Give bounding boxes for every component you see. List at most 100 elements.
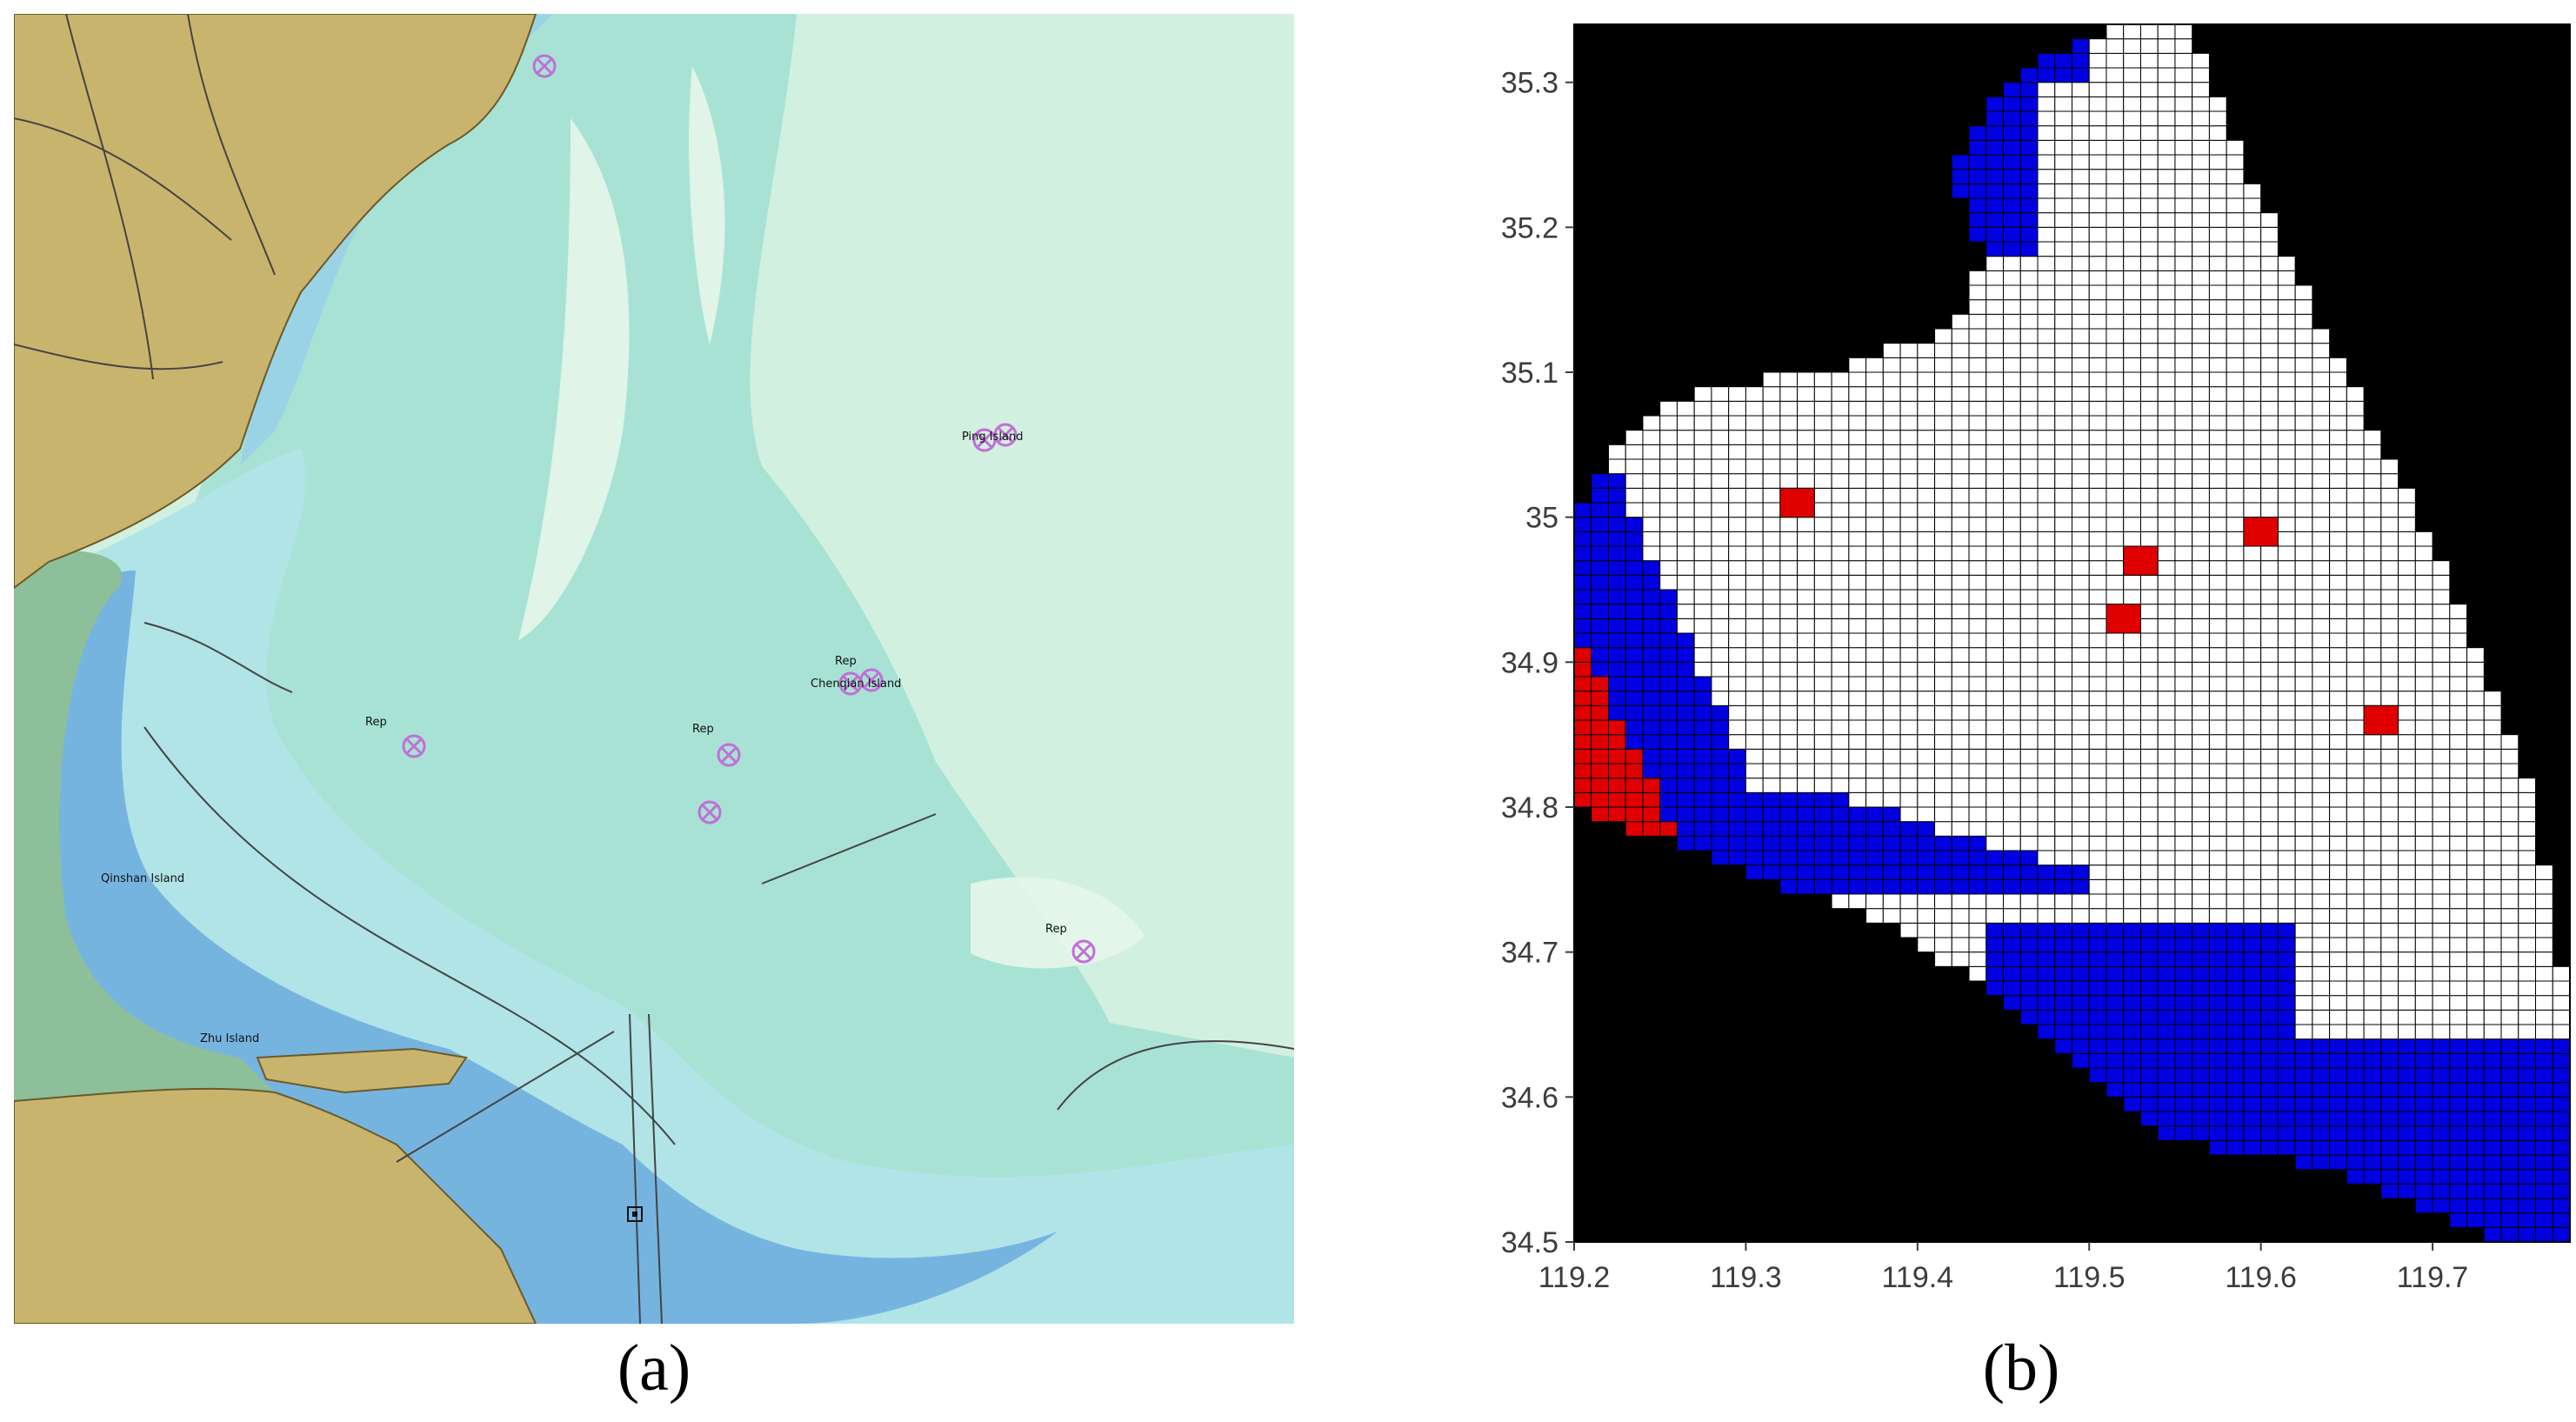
grid-cell (1779, 661, 1799, 678)
grid-cell (2088, 154, 2107, 170)
grid-cell (2294, 589, 2313, 605)
grid-cell (2088, 313, 2107, 330)
grid-cell (1951, 604, 1970, 619)
grid-cell (2139, 791, 2159, 808)
grid-cell (1625, 444, 1644, 460)
grid-cell (2088, 430, 2107, 445)
grid-cell (1779, 531, 1799, 547)
grid-cell (2139, 430, 2159, 445)
grid-cell (2139, 256, 2159, 271)
grid-cell (1813, 589, 1832, 605)
grid-cell (2106, 386, 2125, 402)
grid-cell (1779, 415, 1799, 431)
grid-cell (1813, 560, 1832, 576)
grid-cell (1865, 791, 1884, 808)
grid-cell (2054, 878, 2072, 895)
grid-cell (2466, 734, 2485, 750)
grid-cell (1797, 691, 1815, 706)
grid-cell (2054, 183, 2072, 199)
grid-cell (2088, 1038, 2107, 1054)
grid-cell (1865, 604, 1884, 619)
grid-cell (2380, 748, 2399, 764)
grid-cell (2432, 835, 2451, 851)
circled-x-icon[interactable] (717, 743, 741, 767)
grid-cell (1865, 661, 1884, 678)
grid-cell (2192, 502, 2210, 518)
grid-cell (1693, 473, 1712, 489)
grid-cell (1899, 791, 1919, 808)
grid-cell (2329, 444, 2347, 460)
grid-cell (2037, 386, 2056, 402)
grid-cell (1591, 791, 1609, 808)
grid-cell (2466, 865, 2485, 880)
circled-x-icon[interactable] (697, 800, 722, 824)
grid-cell (2072, 748, 2090, 764)
grid-cell (1985, 502, 2005, 518)
circled-x-icon[interactable] (402, 734, 426, 758)
square-dot-icon[interactable] (627, 1206, 643, 1222)
grid-cell (1642, 647, 1661, 663)
grid-cell (1865, 778, 1884, 793)
grid-cell (1951, 850, 1970, 866)
grid-cell (2243, 647, 2262, 663)
grid-cell (2500, 821, 2519, 837)
grid-cell (2019, 632, 2039, 649)
grid-cell (1762, 371, 1781, 388)
circled-x-icon[interactable] (532, 54, 557, 78)
grid-cell (2449, 763, 2468, 779)
grid-cell (2037, 922, 2056, 938)
grid-cell (2003, 415, 2021, 431)
grid-cell (2106, 38, 2125, 54)
grid-cell (1882, 806, 1901, 823)
grid-cell (1813, 487, 1832, 504)
grid-cell (1797, 386, 1815, 402)
grid-cell (1848, 458, 1867, 475)
grid-cell (2192, 604, 2210, 619)
grid-cell (2226, 778, 2245, 793)
grid-cell (2139, 226, 2159, 243)
grid-cell (2277, 719, 2296, 736)
grid-cell (2226, 357, 2245, 373)
grid-cell (1968, 169, 1987, 184)
grid-cell (2226, 821, 2245, 837)
grid-cell (2363, 965, 2382, 982)
grid-cell (1985, 937, 2005, 953)
grid-cell (2123, 284, 2141, 301)
grid-cell (2192, 487, 2210, 504)
grid-cell (1968, 270, 1987, 286)
grid-cell (2003, 604, 2021, 619)
grid-cell (1711, 386, 1730, 402)
grid-cell (1882, 371, 1901, 388)
grid-cell (2174, 154, 2193, 170)
grid-cell (2432, 704, 2451, 721)
grid-cell (2363, 1154, 2382, 1171)
grid-cell (2019, 893, 2039, 910)
grid-cell (2106, 545, 2125, 562)
circled-x-icon[interactable] (859, 668, 884, 692)
grid-cell (1985, 850, 2005, 866)
grid-cell (1591, 502, 1609, 518)
grid-cell (1813, 430, 1832, 445)
circled-x-icon[interactable] (1071, 939, 1096, 964)
grid-cell (2449, 951, 2468, 967)
grid-cell (2192, 169, 2210, 184)
grid-cell (2243, 328, 2262, 344)
grid-cell (2072, 313, 2090, 330)
grid-cell (1607, 704, 1626, 721)
grid-cell (2003, 110, 2021, 127)
grid-cell (2535, 1198, 2553, 1214)
grid-cell (1882, 661, 1901, 678)
grid-cell (2449, 1111, 2468, 1127)
grid-cell (2414, 676, 2433, 692)
grid-cell (2157, 704, 2176, 721)
grid-cell (2054, 893, 2072, 910)
grid-cell (2329, 415, 2347, 431)
grid-cell (1831, 865, 1850, 880)
grid-cell (1693, 691, 1712, 706)
circled-x-icon[interactable] (993, 423, 1018, 447)
grid-cell (2088, 806, 2107, 823)
grid-cell (1899, 444, 1919, 460)
grid-cell (2226, 226, 2245, 243)
grid-cell (2380, 763, 2399, 779)
grid-cell (2019, 589, 2039, 605)
